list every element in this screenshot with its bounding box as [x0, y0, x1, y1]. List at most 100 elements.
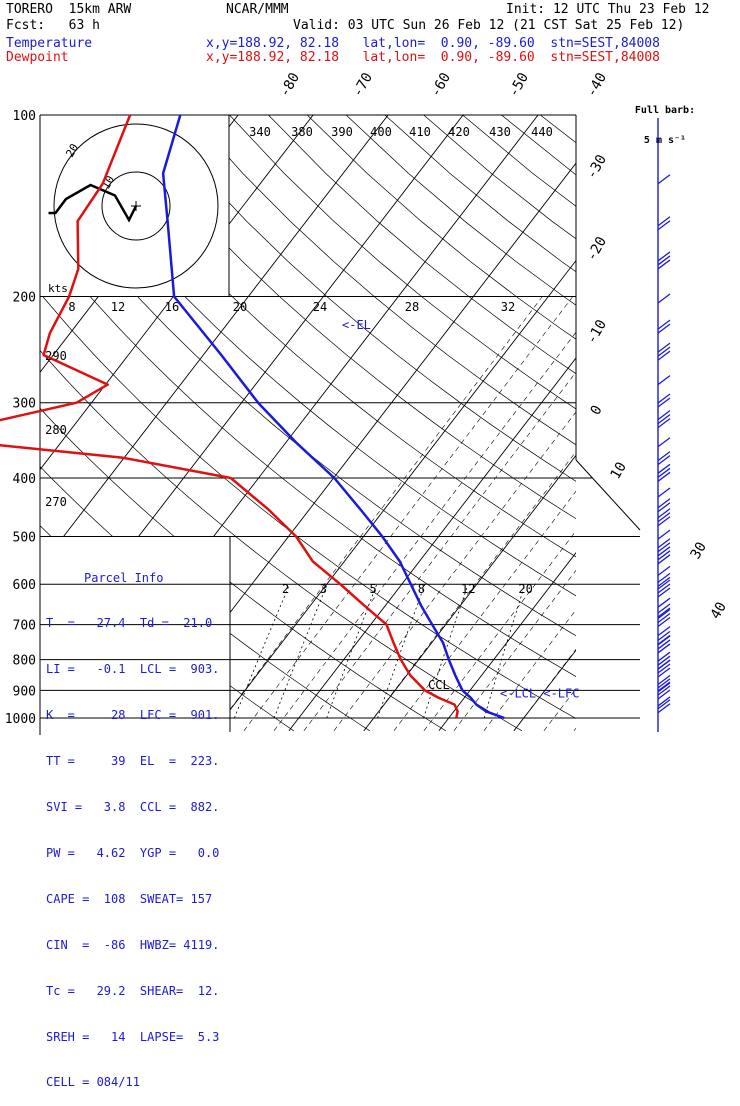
parcel-row-cape: CAPE = 108 SWEAT= 157 [46, 892, 219, 907]
wind-barb [658, 636, 670, 645]
parcel-row-tt: TT = 39 EL = 223. [46, 754, 219, 769]
pressure-label: 300 [13, 397, 36, 412]
moist-adiabat [274, 297, 603, 731]
wind-barb [658, 608, 670, 617]
wind-barb [658, 294, 670, 303]
isotherm-label: -20 [584, 234, 611, 264]
dry-adiabat [501, 115, 740, 731]
wind-barb [658, 499, 670, 508]
isotherm-line [439, 115, 740, 731]
wind-barb [658, 613, 670, 622]
dry-adiabat [307, 115, 740, 731]
dry-adiabat [424, 115, 740, 731]
isotherm-label: 0 [588, 403, 606, 418]
theta-e-label: 420 [448, 125, 470, 139]
wind-barb [658, 609, 670, 618]
wind-barb [658, 588, 670, 597]
wind-barb [658, 472, 670, 481]
isotherm-line [0, 115, 13, 731]
isotherm-label: -30 [584, 152, 611, 182]
wind-barb [658, 640, 670, 649]
wind-barb [658, 175, 670, 184]
parcel-row-svi: SVI = 3.8 CCL = 882. [46, 800, 219, 815]
wind-barb [658, 488, 670, 497]
pressure-label: 400 [13, 472, 36, 487]
wind-barb [658, 376, 670, 385]
theta-e-label: 440 [531, 125, 553, 139]
isotherm-label: 10 [608, 459, 630, 482]
wind-barb [658, 543, 670, 552]
moist-adiabat [394, 297, 725, 731]
isotherm-label: -60 [428, 70, 455, 100]
theta-e-label: 430 [489, 125, 511, 139]
pressure-label: 200 [13, 291, 36, 306]
wind-barb [658, 617, 670, 626]
moist-adiabat [574, 297, 740, 731]
wind-barb [658, 551, 670, 560]
parcel-row-pw: PW = 4.62 YGP = 0.0 [46, 846, 219, 861]
wind-barb [658, 555, 670, 564]
pressure-label: 800 [13, 654, 36, 669]
wind-barb [658, 627, 670, 636]
speed-label: 32 [501, 300, 515, 314]
parcel-row-k: K = 28 LFC = 901. [46, 708, 219, 723]
wind-barb [658, 411, 670, 420]
wind-barb [658, 343, 670, 352]
wind-barb [658, 394, 670, 403]
parcel-row-li: LI = -0.1 LCL = 903. [46, 662, 219, 677]
wind-barb [658, 631, 670, 640]
speed-label: 20 [233, 300, 247, 314]
wind-barb [658, 668, 670, 677]
dry-adiabat [268, 115, 740, 731]
moist-adiabat [484, 297, 740, 731]
wind-barb [658, 252, 670, 261]
theta-e-label: 380 [291, 125, 313, 139]
wind-barb [658, 415, 670, 424]
parcel-row-cell: CELL = 084/11 [46, 1075, 219, 1090]
isotherm-label: 40 [708, 599, 730, 622]
isotherm-line [364, 115, 740, 731]
moist-adiabat [514, 297, 740, 731]
wind-barb [658, 452, 670, 461]
wind-barb [658, 419, 670, 428]
parcel-row-sreh: SREH = 14 LAPSE= 5.3 [46, 1030, 219, 1045]
wind-barb [658, 517, 670, 526]
isotherm-label: -50 [506, 70, 533, 100]
pressure-label: 700 [13, 619, 36, 634]
parcel-info-title: Parcel Info [46, 571, 219, 586]
speed-label: 28 [405, 300, 419, 314]
pressure-label: 600 [13, 578, 36, 593]
ccl-marker: CCL [428, 678, 450, 692]
speed-label: 12 [111, 300, 125, 314]
parcel-info-panel: Parcel Info T = 27.4 Td = 21.0 LI = -0.1… [46, 540, 219, 1106]
speed-label: 24 [313, 300, 327, 314]
pressure-label: 500 [13, 530, 36, 545]
el-marker: <-EL [342, 318, 371, 332]
mixing-ratio-line [234, 584, 289, 718]
wind-barb [658, 347, 670, 356]
dry-adiabat [152, 115, 740, 731]
isotherm-label: -80 [277, 70, 304, 100]
dry-adiabat [385, 115, 740, 731]
moist-adiabat [424, 297, 740, 731]
pressure-label: 1000 [5, 712, 36, 727]
theta-label: 280 [45, 423, 67, 437]
pressure-label: 100 [13, 109, 36, 124]
wind-barb [658, 547, 670, 556]
wind-barb [658, 513, 670, 522]
wind-barb [658, 320, 670, 329]
wind-barb [658, 217, 670, 226]
pressure-label: 900 [13, 684, 36, 699]
isotherm-line [289, 115, 740, 731]
wind-barb [658, 652, 670, 661]
theta-label: 270 [45, 495, 67, 509]
theta-e-label: 400 [370, 125, 392, 139]
wind-barb [658, 438, 670, 447]
theta-e-label: 410 [409, 125, 431, 139]
isotherm-line [514, 115, 740, 731]
speed-label: 8 [68, 300, 75, 314]
dry-adiabat [463, 115, 740, 731]
moist-adiabat [364, 297, 694, 731]
isotherm-line [664, 115, 740, 731]
isotherm-label: -40 [584, 70, 611, 100]
